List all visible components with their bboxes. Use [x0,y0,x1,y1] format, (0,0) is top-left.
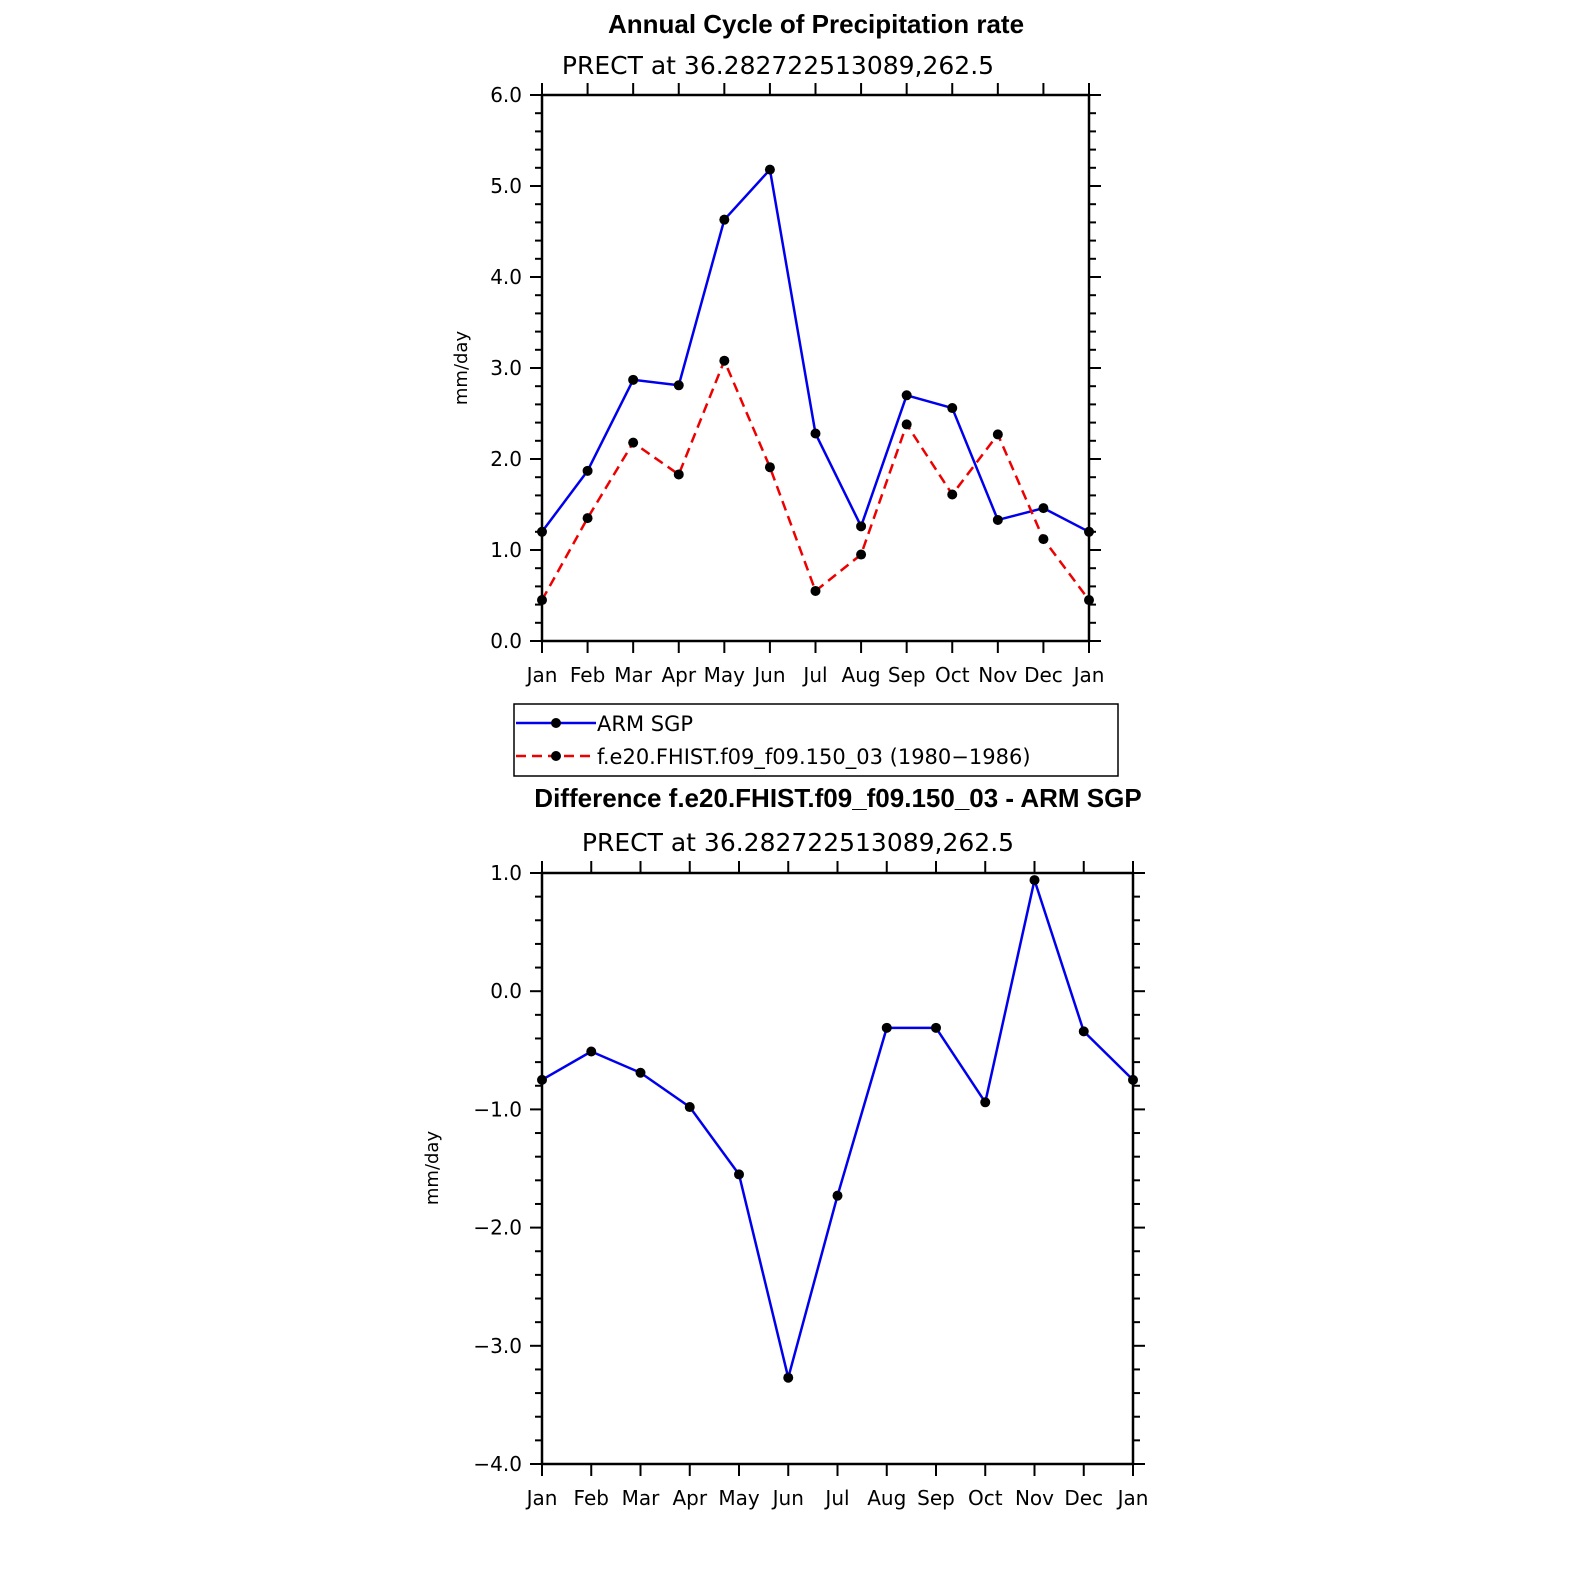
chart2-series-0-point [537,1074,547,1085]
chart2-title: Difference f.e20.FHIST.f09_f09.150_03 - … [534,783,1141,813]
chart1-series-1-point [856,549,867,560]
chart2-series-0-point [931,1022,941,1033]
chart1-series-0-point [901,390,912,401]
chart1-series-0-point [764,164,775,175]
chart2-x-tick-label: May [718,1486,760,1510]
chart2-y-axis-label: mm/day [422,1131,443,1206]
chart1-x-tick-label: Feb [570,663,605,687]
legend-box [513,703,1119,777]
chart1-series-1-point [901,419,912,430]
chart2-series-0-point [1078,1026,1089,1037]
chart1-x-tick-label: Sep [888,663,926,687]
chart1-y-tick-label: 3.0 [490,356,522,380]
chart2-series-0-point [734,1169,744,1180]
chart1-series-1-point [764,462,775,473]
chart2-x-tick-label: Jan [525,1486,558,1510]
legend-label-model: f.e20.FHIST.f09_f09.150_03 (1980−1986) [597,745,1031,770]
chart2-series-0-line [541,878,1134,1379]
chart2-x-tick-label: Dec [1064,1486,1103,1510]
chart1-series-1-point [947,489,958,500]
chart1-x-tick-label: Aug [842,663,881,687]
chart1-title: Annual Cycle of Precipitation rate [608,9,1024,39]
chart1-series-1-point [673,469,684,480]
chart1-y-axis-label: mm/day [451,331,472,406]
chart2-series-0-point [586,1046,597,1057]
chart2-plot-frame [540,871,1135,1466]
chart2-series-0-point [1128,1074,1138,1085]
chart1-legend: ARM SGP f.e20.FHIST.f09_f09.150_03 (1980… [513,703,1119,777]
chart1-series-0-point [719,214,730,225]
chart2-x-tick-label: Feb [574,1486,609,1510]
chart2-series-0-point [832,1190,843,1201]
legend-marker-arm-sgp [551,718,561,728]
chart1-series-0-point [810,428,821,439]
chart2-y-tick-label: −1.0 [473,1097,522,1121]
chart1-series-1-point [537,595,547,606]
chart1-plot: 0.0 1.0 2.0 3.0 4.0 5.0 6.0 Jan Feb Mar Apr May Jun J… [490,83,1104,687]
chart1-series-0-point [628,374,639,385]
chart2-y-tick-label: 1.0 [490,861,522,885]
chart2-y-tick-label: −2.0 [473,1216,522,1240]
chart1-y-tick-label: 1.0 [490,538,522,562]
chart1-x-tick-label: Apr [661,663,696,687]
chart2-x-tick-label: Apr [672,1486,707,1510]
legend-marker-model [551,751,561,761]
chart1-x-tick-label: Jun [752,663,785,687]
chart1-series-1-point [1084,595,1094,606]
chart1-series-1-point [719,355,730,366]
chart1-x-tick-label: Jul [801,663,827,687]
chart2-x-tick-label: Jan [1116,1486,1149,1510]
chart2-series-0-point [881,1022,892,1033]
chart2-series-0-point [783,1372,794,1383]
chart1-y-tick-label: 4.0 [490,265,522,289]
chart1-y-tick-label: 5.0 [490,174,522,198]
chart2-y-tick-label: −3.0 [473,1334,522,1358]
chart1-series-0-point [537,526,547,537]
chart1-series-1-point [1038,534,1049,545]
chart1-x-tick-label: Nov [978,663,1017,687]
chart2-x-tick-label: Oct [968,1486,1003,1510]
chart2-plot: −4.0 −3.0 −2.0 −1.0 0.0 1.0 Jan Feb Mar Apr May Jun… [473,861,1148,1510]
chart1-x-tick-label: Oct [935,663,970,687]
chart1-y-tick-label: 0.0 [490,629,522,653]
chart1-x-tick-label: May [704,663,746,687]
chart1-series-0-point [1084,526,1094,537]
chart2-series-0-point [1029,875,1040,886]
chart1-series-1-point [992,429,1003,440]
chart1-x-tick-label: Jan [1072,663,1105,687]
chart1-series-1-point [810,585,821,596]
chart2-x-tick-label: Nov [1015,1486,1054,1510]
chart2-series-0-point [980,1097,991,1108]
chart2-x-tick-label: Sep [917,1486,955,1510]
legend-label-arm-sgp: ARM SGP [597,712,693,736]
chart2-y-tick-label: 0.0 [490,979,522,1003]
chart2-x-tick-label: Jul [823,1486,849,1510]
chart2-series-0-point [684,1102,695,1113]
chart1-x-tick-label: Dec [1024,663,1063,687]
chart1-series-0-line [540,168,1090,533]
chart1-x-tick-label: Jan [525,663,558,687]
chart1-series-1-point [628,437,639,448]
chart2-y-tick-label: −4.0 [473,1452,522,1476]
chart1-series-0-point [673,380,684,391]
chart1-series-0-point [856,521,867,532]
chart1-series-0-point [947,403,958,414]
chart1-y-tick-label: 2.0 [490,447,522,471]
chart1-series-0-point [1038,503,1049,514]
chart2-x-tick-label: Aug [867,1486,906,1510]
chart1-plot-frame [540,93,1091,643]
chart2-subtitle: PRECT at 36.282722513089,262.5 [582,828,1014,857]
chart1-y-tick-label: 6.0 [490,83,522,107]
chart2-x-tick-label: Jun [771,1486,804,1510]
chart1-series-0-point [582,465,593,476]
chart1-series-0-point [992,514,1003,525]
chart2-series-0-point [635,1067,646,1078]
chart2-x-tick-label: Mar [622,1486,661,1510]
chart1-x-tick-label: Mar [614,663,653,687]
chart1-series-1-point [582,513,593,524]
chart1-subtitle: PRECT at 36.282722513089,262.5 [562,51,994,80]
